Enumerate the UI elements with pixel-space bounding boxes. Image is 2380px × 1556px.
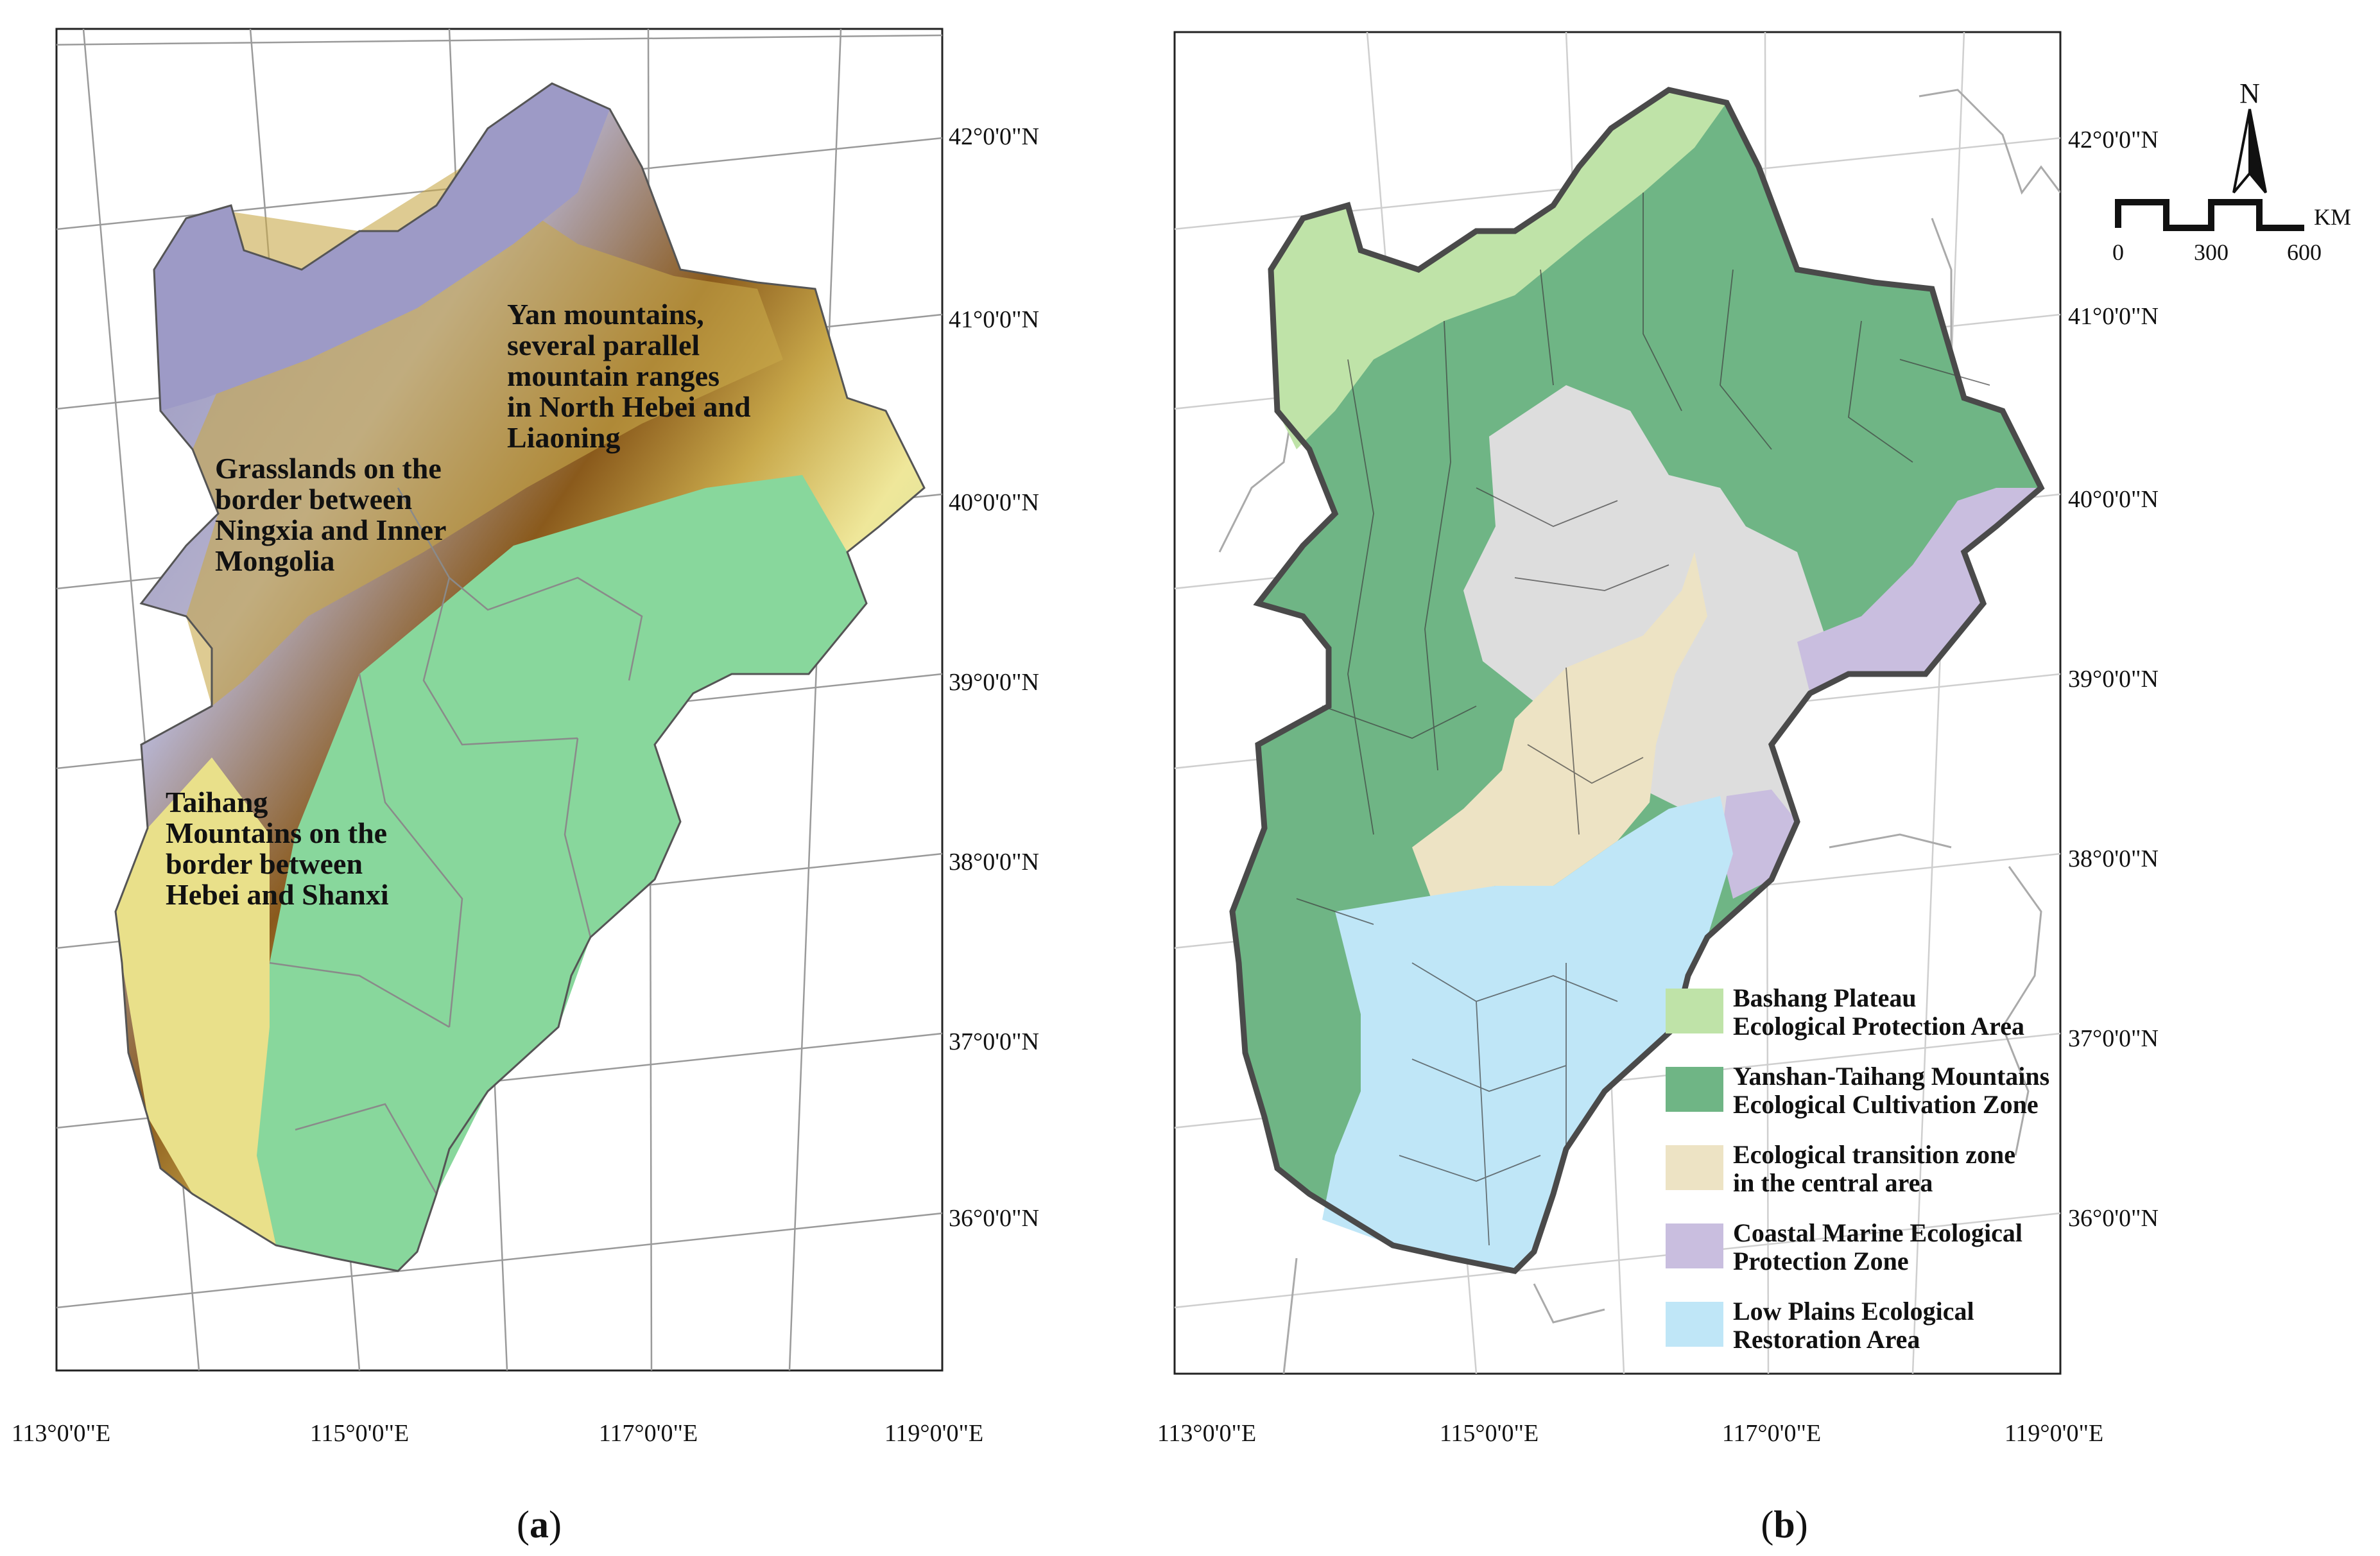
north-label: N bbox=[2239, 78, 2260, 109]
panel-caption-a: (a) bbox=[517, 1503, 562, 1546]
neighbour-boundaries bbox=[1218, 89, 2060, 1374]
lat-label-40: 40°0'0"N bbox=[949, 489, 1039, 516]
lat-label-39: 39°0'0"N bbox=[949, 669, 1039, 696]
lon-labels-a: 113°0'0"E 115°0'0"E 117°0'0"E 119°0'0"E bbox=[12, 1420, 983, 1447]
legend: Bashang Plateau Ecological Protection Ar… bbox=[1666, 983, 2056, 1354]
annotation-grasslands: Grasslands on the border between Ningxia… bbox=[215, 452, 453, 577]
lat-label-40-b: 40°0'0"N bbox=[2068, 486, 2159, 513]
lat-label-39-b: 39°0'0"N bbox=[2068, 666, 2159, 693]
legend-label-bashang: Bashang Plateau Ecological Protection Ar… bbox=[1733, 983, 2024, 1041]
lat-label-42: 42°0'0"N bbox=[949, 123, 1039, 150]
taihang-band bbox=[116, 757, 276, 1245]
lat-label-41-b: 41°0'0"N bbox=[2068, 303, 2159, 330]
plateau-grassland bbox=[154, 83, 610, 411]
zones-map bbox=[1229, 87, 2045, 1274]
legend-label-transition: Ecological transition zone in the centra… bbox=[1733, 1140, 2022, 1197]
lat-label-36-b: 36°0'0"N bbox=[2068, 1205, 2159, 1232]
annotation-taihang: Taihang Mountains on the border between … bbox=[166, 786, 395, 911]
lon-label-115: 115°0'0"E bbox=[310, 1420, 409, 1447]
lon-label-117-b: 117°0'0"E bbox=[1722, 1420, 1821, 1447]
lat-label-37-b: 37°0'0"N bbox=[2068, 1025, 2159, 1052]
scale-bar: KM 0 300 600 bbox=[2112, 199, 2351, 265]
legend-label-yanshan: Yanshan-Taihang Mountains Ecological Cul… bbox=[1733, 1062, 2056, 1119]
panel-caption-b: (b) bbox=[1761, 1503, 1807, 1546]
relief-map bbox=[114, 82, 926, 1272]
zone-coastal-marine bbox=[1720, 488, 2041, 899]
lon-labels-b: 113°0'0"E 115°0'0"E 117°0'0"E 119°0'0"E bbox=[1157, 1420, 2103, 1447]
lat-labels-b: 42°0'0"N 41°0'0"N 40°0'0"N 39°0'0"N 38°0… bbox=[2068, 126, 2159, 1232]
legend-label-coastal: Coastal Marine Ecological Protection Zon… bbox=[1733, 1218, 2029, 1275]
lat-label-38-b: 38°0'0"N bbox=[2068, 845, 2159, 872]
annotation-yan-mountains: Yan mountains, several parallel mountain… bbox=[507, 298, 758, 454]
study-area-outline-a bbox=[114, 82, 926, 1272]
lat-label-36: 36°0'0"N bbox=[949, 1205, 1039, 1232]
lon-label-117: 117°0'0"E bbox=[599, 1420, 698, 1447]
plain-lowland bbox=[257, 475, 867, 1271]
study-area-outline-b bbox=[1229, 87, 2045, 1274]
zone-low-plains bbox=[1322, 796, 1733, 1271]
province-boundaries-a bbox=[269, 487, 643, 1195]
lat-label-42-b: 42°0'0"N bbox=[2068, 126, 2159, 153]
lon-label-113-b: 113°0'0"E bbox=[1157, 1420, 1256, 1447]
legend-swatch-coastal bbox=[1666, 1223, 1723, 1268]
lat-labels-a: 42°0'0"N 41°0'0"N 40°0'0"N 39°0'0"N 38°0… bbox=[949, 123, 1039, 1232]
north-arrow-icon bbox=[2232, 108, 2251, 194]
lat-label-38: 38°0'0"N bbox=[949, 849, 1039, 876]
legend-swatch-lowplains bbox=[1666, 1302, 1723, 1347]
north-arrow: N bbox=[2232, 78, 2267, 194]
legend-swatch-yanshan bbox=[1666, 1067, 1723, 1112]
scale-tick-0: 0 bbox=[2112, 239, 2124, 265]
zone-bashang-plateau bbox=[1271, 90, 1727, 449]
lat-label-41: 41°0'0"N bbox=[949, 306, 1039, 333]
scale-tick-300: 300 bbox=[2194, 239, 2229, 265]
county-boundaries bbox=[1296, 193, 1990, 1246]
lon-label-113: 113°0'0"E bbox=[12, 1420, 110, 1447]
panel-a: Yan mountains, several parallel mountain… bbox=[12, 28, 1039, 1546]
lon-label-119-b: 119°0'0"E bbox=[2005, 1420, 2103, 1447]
panel-b: N KM 0 300 600 Bashang Plateau Ecologica… bbox=[1157, 31, 2351, 1546]
lon-label-115-b: 115°0'0"E bbox=[1440, 1420, 1539, 1447]
legend-swatch-bashang bbox=[1666, 989, 1723, 1033]
scale-tick-600: 600 bbox=[2287, 239, 2322, 265]
zone-transition-central bbox=[1412, 552, 1707, 899]
legend-swatch-transition bbox=[1666, 1145, 1723, 1190]
lon-label-119: 119°0'0"E bbox=[884, 1420, 983, 1447]
scale-unit: KM bbox=[2314, 204, 2351, 230]
legend-label-lowplains: Low Plains Ecological Restoration Area bbox=[1733, 1297, 1981, 1354]
lat-label-37: 37°0'0"N bbox=[949, 1028, 1039, 1055]
